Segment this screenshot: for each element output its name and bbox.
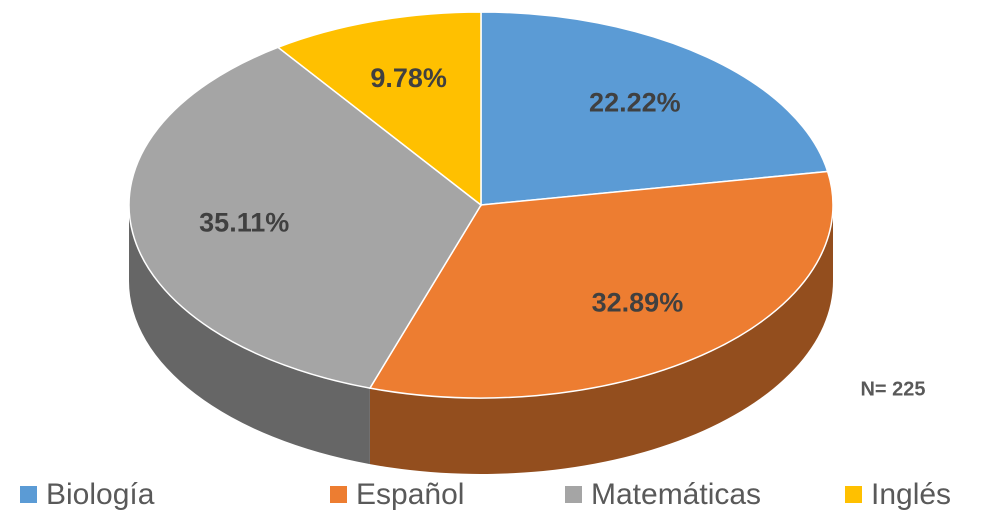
data-label: 22.22% <box>589 88 681 118</box>
annotation: N= 225 <box>860 378 925 400</box>
legend-marker <box>330 486 347 503</box>
pie-slice <box>128 46 482 389</box>
pie-slice <box>368 170 834 399</box>
pie-slice <box>276 11 482 207</box>
legend-label: Biología <box>46 478 155 511</box>
legend-label: Matemáticas <box>591 478 761 511</box>
pie-side <box>129 205 370 465</box>
data-label: 32.89% <box>592 287 684 317</box>
pie-side <box>369 205 833 474</box>
data-label: 35.11% <box>199 207 289 237</box>
legend-marker <box>20 486 37 503</box>
data-label: 9.78% <box>370 63 447 93</box>
pie-slice <box>480 11 829 206</box>
legend-marker <box>565 486 582 503</box>
legend-label: Español <box>356 478 464 511</box>
legend-label: Inglés <box>871 478 951 511</box>
legend-marker <box>845 486 862 503</box>
